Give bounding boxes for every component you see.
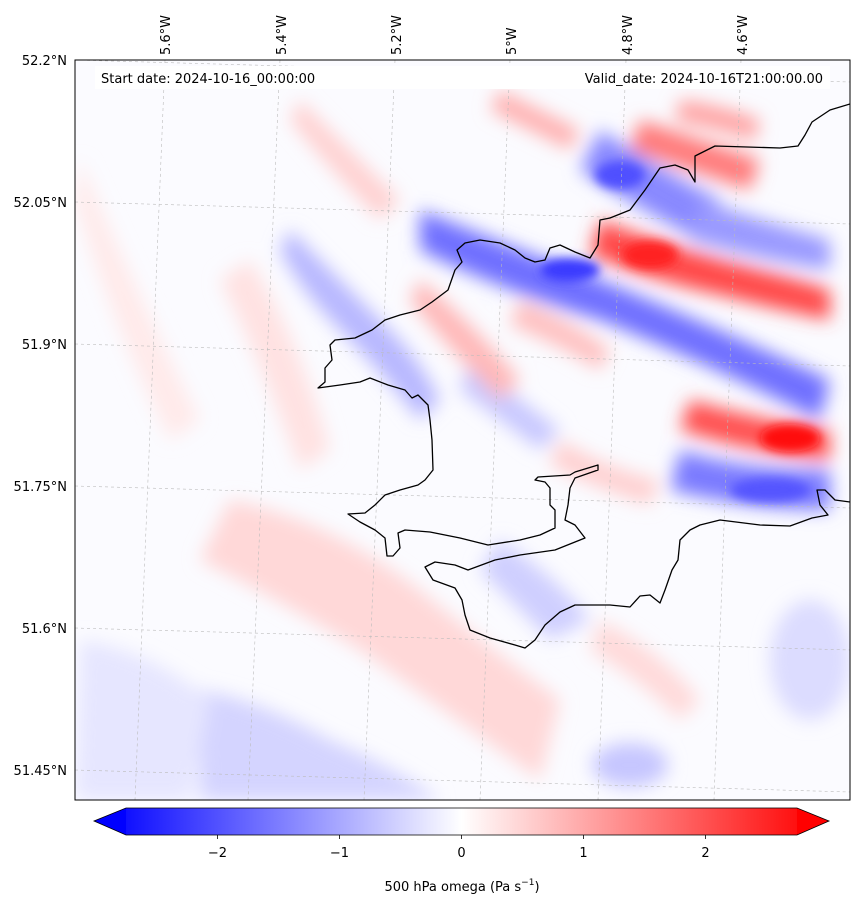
colorbar: −2 −1 0 1 2 500 hPa omega (Pa s−1) (92, 807, 831, 895)
longitude-labels: 5.6°W 5.4°W 5.2°W 5°W 4.8°W 4.6°W (159, 15, 751, 55)
colorbar-tick-label: 1 (579, 846, 587, 861)
longitude-label: 5.2°W (390, 15, 405, 55)
colorbar-tick-label: −2 (208, 846, 227, 861)
colorbar-low-extension (94, 808, 126, 835)
longitude-label: 5.6°W (159, 15, 174, 55)
start-date-label: Start date: 2024-10-16_00:00:00 (101, 72, 315, 87)
coastline (317, 103, 850, 649)
latitude-label: 52.05°N (14, 196, 67, 211)
colorbar-outline (92, 807, 831, 836)
longitude-label: 4.6°W (736, 15, 751, 55)
omega-field (75, 60, 850, 800)
latitude-label: 51.45°N (14, 764, 67, 779)
latitude-labels: 52.2°N 52.05°N 51.9°N 51.75°N 51.6°N 51.… (14, 54, 67, 779)
latitude-label: 51.6°N (22, 622, 67, 637)
latitude-label: 51.9°N (22, 338, 67, 353)
header-box (95, 66, 830, 89)
longitude-label: 4.8°W (621, 15, 636, 55)
map-frame (74, 59, 851, 801)
colorbar-label: 500 hPa omega (Pa s−1) (384, 878, 539, 895)
colorbar-tick-label: 0 (457, 846, 465, 861)
latitude-label: 52.2°N (22, 54, 67, 69)
colorbar-ticks: −2 −1 0 1 2 (208, 835, 710, 861)
colorbar-tick-label: −1 (330, 846, 349, 861)
latitude-label: 51.75°N (14, 480, 67, 495)
colorbar-tick-label: 2 (701, 846, 709, 861)
colorbar-high-extension (797, 808, 829, 835)
valid-date-label: Valid_date: 2024-10-16T21:00:00.00 (585, 72, 823, 87)
longitude-label: 5°W (505, 27, 520, 55)
longitude-label: 5.4°W (275, 15, 290, 55)
colorbar-scale (126, 808, 797, 835)
